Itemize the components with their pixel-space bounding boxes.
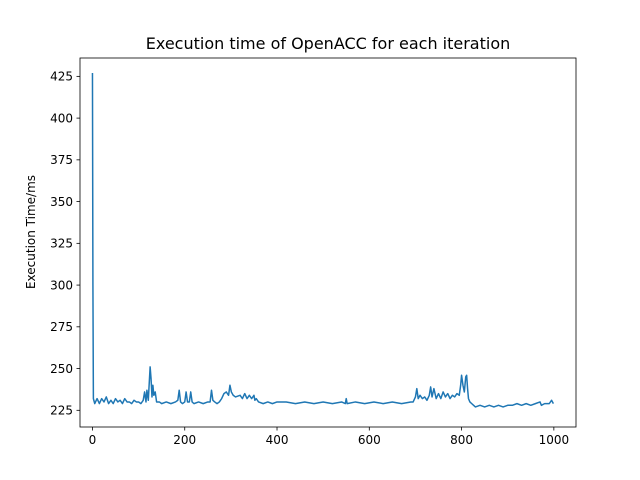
x-tick-label: 200 <box>173 433 196 447</box>
x-tick-label: 600 <box>358 433 381 447</box>
y-tick-label: 300 <box>50 278 73 292</box>
x-tick-label: 800 <box>450 433 473 447</box>
y-tick-label: 250 <box>50 362 73 376</box>
y-tick-label: 325 <box>50 237 73 251</box>
y-tick-label: 425 <box>50 70 73 84</box>
y-axis-label: Execution Time/ms <box>24 175 38 289</box>
y-tick-label: 350 <box>50 195 73 209</box>
x-tick-label: 400 <box>266 433 289 447</box>
y-tick-label: 225 <box>50 404 73 418</box>
y-tick-label: 275 <box>50 320 73 334</box>
plot-frame <box>79 57 577 428</box>
axes-layer: 0 200 400 600 800 1000 225 250 275 300 325 350 375 40… <box>50 57 577 447</box>
x-tick-label: 1000 <box>539 433 570 447</box>
series-layer <box>91 73 555 408</box>
series-line-0 <box>91 73 555 408</box>
y-tick-label: 400 <box>50 111 73 125</box>
x-tick-label: 0 <box>89 433 97 447</box>
chart-title: Execution time of OpenACC for each itera… <box>146 34 511 53</box>
y-tick-label: 375 <box>50 153 73 167</box>
